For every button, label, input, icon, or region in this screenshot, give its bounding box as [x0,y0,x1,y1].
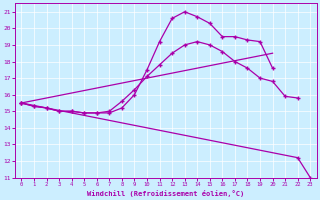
X-axis label: Windchill (Refroidissement éolien,°C): Windchill (Refroidissement éolien,°C) [87,190,244,197]
